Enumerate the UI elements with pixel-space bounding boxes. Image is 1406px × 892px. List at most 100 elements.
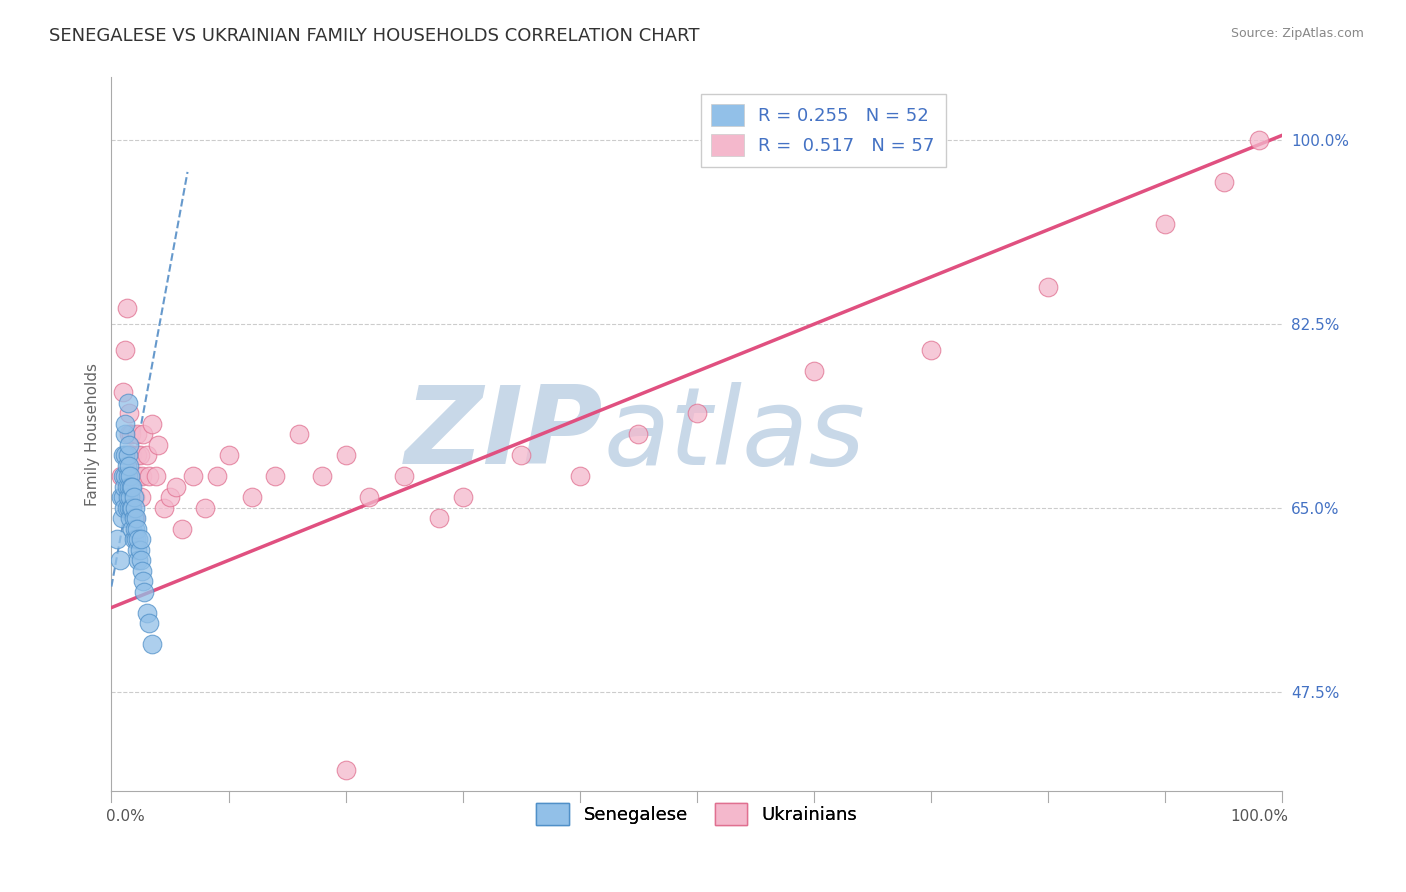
Point <box>105 533 128 547</box>
Point <box>1154 218 1177 232</box>
Point <box>125 469 148 483</box>
Point <box>335 764 357 778</box>
Point <box>125 511 148 525</box>
Point <box>120 427 142 442</box>
Point <box>127 533 149 547</box>
Point <box>129 491 152 505</box>
Point <box>118 427 141 442</box>
Point <box>117 449 139 463</box>
Point <box>112 500 135 515</box>
Point <box>124 511 146 525</box>
Point <box>135 606 157 620</box>
Point <box>205 469 228 483</box>
Point <box>128 542 150 557</box>
Point <box>112 480 135 494</box>
Point <box>120 469 142 483</box>
Point <box>1247 133 1270 147</box>
Point <box>129 533 152 547</box>
Point <box>121 522 143 536</box>
Point <box>114 417 136 431</box>
Text: 0.0%: 0.0% <box>105 809 145 824</box>
Point <box>125 533 148 547</box>
Point <box>114 427 136 442</box>
Point <box>138 616 160 631</box>
Point <box>121 500 143 515</box>
Point <box>121 449 143 463</box>
Point <box>114 469 136 483</box>
Point <box>920 343 942 358</box>
Point <box>165 480 187 494</box>
Legend: Senegalese, Ukrainians: Senegalese, Ukrainians <box>529 796 865 832</box>
Point <box>112 385 135 400</box>
Point <box>141 417 163 431</box>
Point <box>118 438 141 452</box>
Point <box>118 480 141 494</box>
Point <box>131 564 153 578</box>
Point <box>118 458 141 473</box>
Point <box>115 301 138 316</box>
Point <box>124 500 146 515</box>
Point <box>115 480 138 494</box>
Point <box>183 469 205 483</box>
Point <box>153 500 176 515</box>
Point <box>117 396 139 410</box>
Point <box>451 491 474 505</box>
Point <box>148 438 170 452</box>
Point <box>127 522 149 536</box>
Point <box>124 522 146 536</box>
Point <box>392 469 415 483</box>
Point <box>120 469 142 483</box>
Point <box>145 469 167 483</box>
Point <box>122 491 145 505</box>
Point <box>627 427 650 442</box>
Point <box>112 449 135 463</box>
Point <box>135 449 157 463</box>
Point <box>110 491 132 505</box>
Point <box>288 427 311 442</box>
Point <box>127 542 149 557</box>
Point <box>118 500 141 515</box>
Point <box>122 469 145 483</box>
Y-axis label: Family Households: Family Households <box>86 363 100 506</box>
Text: ZIP: ZIP <box>405 382 603 487</box>
Point <box>1213 176 1236 190</box>
Point <box>110 469 132 483</box>
Point <box>159 491 181 505</box>
Text: SENEGALESE VS UKRAINIAN FAMILY HOUSEHOLDS CORRELATION CHART: SENEGALESE VS UKRAINIAN FAMILY HOUSEHOLD… <box>49 27 700 45</box>
Point <box>568 469 591 483</box>
Point <box>138 469 160 483</box>
Point <box>127 449 149 463</box>
Point <box>108 553 131 567</box>
Point <box>122 511 145 525</box>
Point <box>120 511 142 525</box>
Point <box>112 469 135 483</box>
Point <box>194 500 217 515</box>
Point <box>117 491 139 505</box>
Point <box>129 553 152 567</box>
Point <box>686 406 709 420</box>
Point <box>132 574 155 589</box>
Point <box>120 500 142 515</box>
Point <box>111 511 134 525</box>
Point <box>127 427 149 442</box>
Point <box>311 469 333 483</box>
Point <box>127 553 149 567</box>
Point <box>114 449 136 463</box>
Text: 100.0%: 100.0% <box>1230 809 1288 824</box>
Point <box>132 427 155 442</box>
Point <box>122 533 145 547</box>
Point <box>134 585 156 599</box>
Point <box>117 469 139 483</box>
Point <box>115 500 138 515</box>
Point <box>120 449 142 463</box>
Point <box>118 406 141 420</box>
Point <box>427 511 450 525</box>
Point <box>510 449 533 463</box>
Point <box>114 343 136 358</box>
Text: Source: ZipAtlas.com: Source: ZipAtlas.com <box>1230 27 1364 40</box>
Point <box>240 491 263 505</box>
Point <box>218 449 240 463</box>
Point <box>115 458 138 473</box>
Point <box>128 449 150 463</box>
Point <box>124 491 146 505</box>
